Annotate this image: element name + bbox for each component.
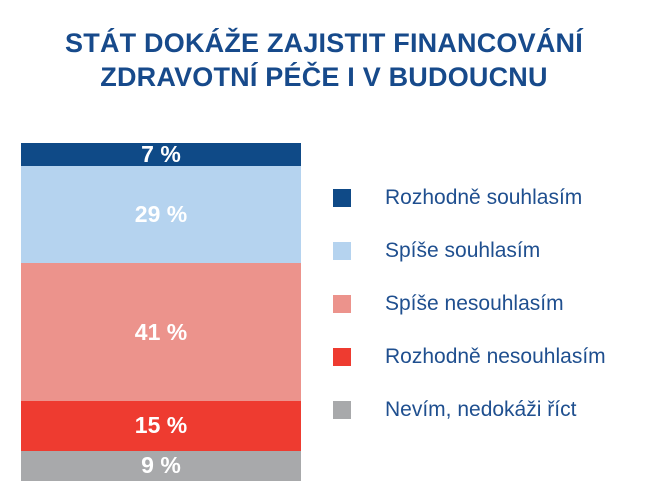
legend-item-spise-nesouhlasim: Spíše nesouhlasím (333, 286, 643, 322)
bar-segment-spise-souhlasim: 29 % (21, 166, 301, 264)
legend-item-nevim: Nevím, nedokáži říct (333, 392, 643, 428)
bar-segment-spise-nesouhlasim: 41 % (21, 263, 301, 401)
legend-label-spise-souhlasim: Spíše souhlasím (385, 239, 541, 262)
legend-item-spise-souhlasim: Spíše souhlasím (333, 233, 643, 269)
chart-title-line-2: ZDRAVOTNÍ PÉČE I V BUDOUCNU (100, 62, 548, 92)
data-label-spise-souhlasim: 29 % (134, 201, 188, 228)
legend-swatch-rozhodne-nesouhlasim (333, 348, 351, 366)
legend-swatch-spise-souhlasim (333, 242, 351, 260)
legend-swatch-spise-nesouhlasim (333, 295, 351, 313)
data-label-rozhodne-nesouhlasim: 15 % (134, 412, 188, 439)
data-label-spise-nesouhlasim: 41 % (134, 318, 188, 345)
data-label-rozhodne-souhlasim: 7 % (141, 141, 181, 168)
chart-title-line-1: STÁT DOKÁŽE ZAJISTIT FINANCOVÁNÍ (65, 28, 583, 58)
legend-label-rozhodne-nesouhlasim: Rozhodně nesouhlasím (385, 345, 606, 368)
legend-label-nevim: Nevím, nedokáži říct (385, 398, 577, 421)
legend-item-rozhodne-souhlasim: Rozhodně souhlasím (333, 180, 643, 216)
bar-segment-rozhodne-souhlasim: 7 % (21, 141, 301, 168)
legend-label-rozhodne-souhlasim: Rozhodně souhlasím (385, 186, 583, 209)
legend-swatch-nevim (333, 401, 351, 419)
stacked-bar: 7 % 29 % 41 % 15 % 9 % (21, 143, 301, 481)
bar-segment-rozhodne-nesouhlasim: 15 % (21, 400, 301, 451)
data-label-nevim: 9 % (141, 452, 181, 479)
legend-label-spise-nesouhlasim: Spíše nesouhlasím (385, 292, 564, 315)
bar-segment-nevim: 9 % (21, 450, 301, 481)
legend-swatch-rozhodne-souhlasim (333, 189, 351, 207)
legend-item-rozhodne-nesouhlasim: Rozhodně nesouhlasím (333, 339, 643, 375)
chart-title: STÁT DOKÁŽE ZAJISTIT FINANCOVÁNÍ ZDRAVOT… (0, 26, 648, 94)
